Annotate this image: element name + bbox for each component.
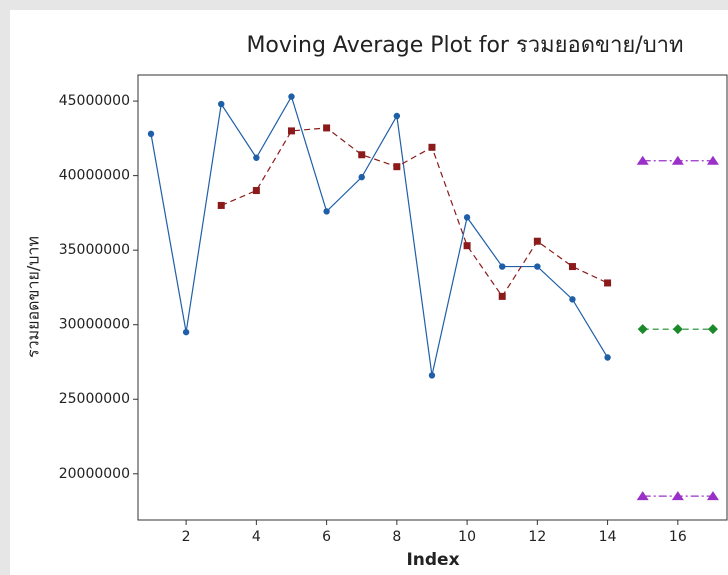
point — [499, 263, 506, 270]
y-tick-label: 45000000 — [59, 93, 130, 109]
point — [428, 143, 436, 151]
plot-frame — [137, 74, 728, 521]
point — [393, 163, 401, 171]
x-tick-label: 4 — [252, 529, 261, 545]
point — [671, 155, 684, 165]
point — [463, 242, 471, 250]
point — [498, 292, 506, 300]
series-line — [150, 95, 609, 376]
point — [636, 155, 649, 165]
point — [463, 214, 471, 221]
x-tick-label: 6 — [322, 529, 331, 545]
point — [182, 328, 190, 336]
x-tick-label: 16 — [669, 529, 687, 545]
point — [533, 237, 541, 245]
point — [671, 491, 684, 501]
x-tick-label: 10 — [458, 529, 476, 545]
point — [217, 201, 225, 209]
y-axis-label: รวมยอดขาย/บาท — [24, 236, 43, 358]
point — [253, 154, 260, 161]
point — [428, 372, 436, 379]
point — [706, 155, 719, 165]
x-tick-label: 8 — [392, 529, 401, 545]
chart-title: Moving Average Plot for รวมยอดขาย/บาท — [246, 33, 683, 58]
y-tick-label: 40000000 — [59, 168, 130, 184]
point — [287, 127, 295, 135]
point — [569, 296, 576, 303]
y-tick-label: 25000000 — [59, 391, 130, 407]
point — [393, 112, 401, 120]
point — [358, 151, 366, 159]
point — [568, 263, 576, 271]
point — [218, 100, 225, 108]
point — [534, 263, 541, 270]
x-tick-label: 12 — [528, 529, 546, 545]
point — [147, 130, 155, 138]
point — [358, 173, 365, 181]
point — [604, 279, 612, 287]
y-tick-label: 30000000 — [59, 317, 130, 333]
y-tick-label: 20000000 — [59, 466, 130, 482]
point — [604, 354, 611, 361]
x-axis-label: Index — [406, 550, 459, 570]
x-tick-label: 14 — [599, 529, 617, 545]
point — [288, 93, 295, 100]
point — [672, 324, 683, 335]
x-tick-label: 2 — [182, 529, 191, 545]
series-line — [221, 127, 608, 298]
point — [323, 124, 331, 132]
point — [637, 324, 648, 335]
point — [252, 187, 260, 195]
point — [707, 324, 718, 335]
y-tick-label: 35000000 — [59, 242, 130, 258]
point — [706, 491, 719, 501]
point — [323, 208, 330, 215]
point — [636, 491, 649, 501]
